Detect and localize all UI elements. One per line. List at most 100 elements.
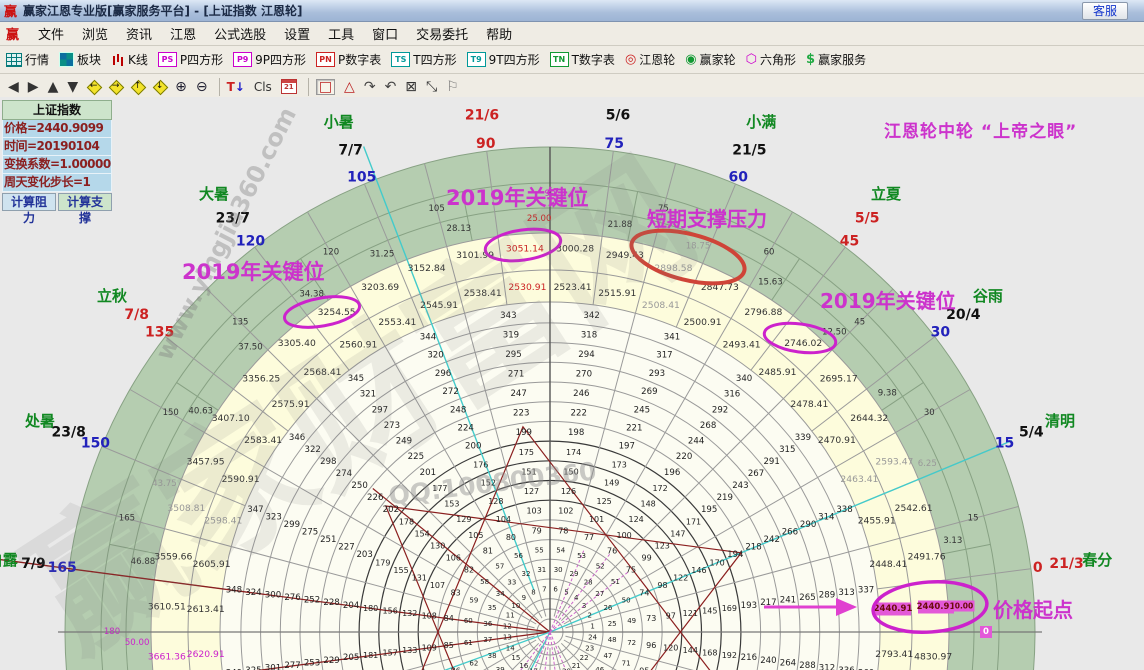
- toolbar-item-P数字表[interactable]: PN P数字表: [316, 51, 381, 68]
- svg-text:99: 99: [642, 553, 652, 562]
- toolbar-item-T四方形[interactable]: TS T四方形: [391, 51, 457, 68]
- toolbar-item-label: 9T四方形: [488, 53, 540, 67]
- toolbar-item-行情[interactable]: 行情: [6, 51, 49, 68]
- svg-text:4830.97: 4830.97: [914, 652, 952, 663]
- menu-item-6[interactable]: 工具: [328, 28, 355, 43]
- svg-text:2440.91: 2440.91: [874, 604, 913, 614]
- svg-text:291: 291: [763, 457, 779, 467]
- svg-text:98: 98: [657, 581, 667, 590]
- menu-item-3[interactable]: 江恩: [170, 28, 197, 43]
- svg-text:152: 152: [481, 479, 496, 488]
- svg-text:150: 150: [163, 408, 179, 418]
- svg-text:272: 272: [442, 387, 458, 397]
- svg-text:146: 146: [691, 566, 706, 575]
- svg-text:24: 24: [588, 634, 597, 642]
- toolbar-item-江恩轮[interactable]: ◎ 江恩轮: [625, 51, 675, 68]
- toolbar-item-9T四方形[interactable]: T9 9T四方形: [466, 51, 540, 68]
- svg-text:8: 8: [531, 588, 535, 596]
- toolbar-item-9P四方形[interactable]: P9 9P四方形: [233, 51, 306, 68]
- next-icon[interactable]: ▶: [27, 78, 39, 95]
- toolbar-item-赢家服务[interactable]: $ 赢家服务: [806, 51, 866, 68]
- menu-item-1[interactable]: 浏览: [82, 28, 109, 43]
- menu-item-8[interactable]: 交易委托: [416, 28, 469, 43]
- diamond-down-icon[interactable]: ↓: [152, 79, 168, 95]
- svg-text:58: 58: [480, 578, 489, 586]
- svg-text:30: 30: [924, 408, 935, 418]
- rotate-cw-icon[interactable]: ↷: [363, 78, 376, 95]
- menu-item-4[interactable]: 公式选股: [214, 28, 267, 43]
- svg-text:清明: 清明: [1045, 412, 1075, 430]
- svg-text:11: 11: [506, 612, 515, 620]
- time-sort-icon[interactable]: T↓: [226, 79, 245, 94]
- triangle-tool-icon[interactable]: △: [344, 78, 355, 95]
- diamond-up-icon[interactable]: ↑: [130, 79, 146, 95]
- toolbar-item-板块[interactable]: 板块: [59, 51, 101, 68]
- toolbar-item-label: T四方形: [413, 53, 457, 67]
- toolbar-item-K线[interactable]: K线: [111, 51, 148, 68]
- svg-text:15: 15: [511, 654, 520, 662]
- menu-item-9[interactable]: 帮助: [486, 28, 513, 43]
- svg-text:2493.41: 2493.41: [723, 340, 761, 351]
- svg-text:2538.41: 2538.41: [464, 288, 502, 299]
- svg-text:95: 95: [639, 667, 649, 670]
- diamond-left-icon[interactable]: ←: [86, 79, 102, 95]
- xbox-icon[interactable]: ⊠: [405, 78, 418, 95]
- svg-text:241: 241: [780, 596, 796, 606]
- svg-text:180: 180: [104, 627, 120, 637]
- svg-text:292: 292: [712, 405, 728, 415]
- down-icon[interactable]: ▼: [67, 78, 79, 95]
- svg-text:2746.02: 2746.02: [784, 338, 822, 349]
- svg-text:149: 149: [604, 479, 619, 488]
- menu-item-5[interactable]: 设置: [284, 28, 311, 43]
- svg-text:165: 165: [48, 560, 77, 576]
- menu-item-7[interactable]: 窗口: [372, 28, 399, 43]
- cls-button[interactable]: Cls: [253, 79, 272, 94]
- rotate-ccw-icon[interactable]: ↶: [384, 78, 397, 95]
- calc-resistance-button[interactable]: 计算阻力: [2, 193, 56, 225]
- svg-text:322: 322: [305, 445, 321, 455]
- svg-text:7: 7: [542, 585, 546, 593]
- up-icon[interactable]: ▲: [47, 78, 59, 95]
- menu-item-2[interactable]: 资讯: [126, 28, 153, 43]
- svg-text:2568.41: 2568.41: [304, 367, 342, 378]
- toolbar-item-六角形[interactable]: ⬡ 六角形: [746, 51, 796, 68]
- svg-text:202: 202: [383, 505, 399, 515]
- app-logo-icon: 赢: [4, 5, 18, 20]
- svg-text:229: 229: [323, 656, 339, 666]
- toolbar-item-T数字表[interactable]: TN T数字表: [549, 51, 615, 68]
- calc-support-button[interactable]: 计算支撑: [58, 193, 112, 225]
- svg-text:2590.91: 2590.91: [222, 474, 260, 485]
- svg-text:156: 156: [383, 606, 398, 615]
- prev-icon[interactable]: ◀: [8, 78, 19, 95]
- toolbar-item-赢家轮[interactable]: ◉ 赢家轮: [685, 51, 735, 68]
- index-panel: 上证指数 价格=2440.9099 时间=20190104 变换系数=1.00000…: [2, 100, 112, 225]
- svg-text:109: 109: [422, 643, 437, 652]
- svg-text:344: 344: [420, 332, 436, 342]
- svg-text:147: 147: [670, 529, 685, 538]
- zoom-in-icon[interactable]: ⊕: [175, 78, 187, 95]
- diamond-right-icon[interactable]: →: [108, 79, 124, 95]
- main-toolbar: 行情 板块 K线 PS P四方形 P9 9P四方形 PN P数字表 TS T四方形 T9 9T四方形 TN…: [0, 46, 1144, 74]
- svg-text:336: 336: [838, 666, 854, 670]
- svg-text:7/8: 7/8: [124, 307, 149, 323]
- svg-text:299: 299: [284, 520, 300, 530]
- svg-text:219: 219: [717, 493, 733, 503]
- svg-text:7/9: 7/9: [21, 556, 46, 572]
- svg-text:0: 0: [1033, 560, 1043, 576]
- flag-icon[interactable]: ⚐: [446, 78, 459, 95]
- svg-text:38: 38: [488, 652, 497, 660]
- svg-text:23/8: 23/8: [51, 425, 85, 441]
- svg-text:223: 223: [513, 409, 529, 419]
- customer-service-button[interactable]: 客服: [1082, 2, 1128, 20]
- svg-text:150: 150: [563, 468, 578, 477]
- svg-text:102: 102: [558, 507, 573, 516]
- toolbar-item-P四方形[interactable]: PS P四方形: [157, 51, 223, 68]
- shrink-icon[interactable]: ⤡: [426, 78, 438, 95]
- svg-text:52: 52: [596, 563, 605, 571]
- rect-tool-icon[interactable]: □: [315, 78, 336, 95]
- menu-item-0[interactable]: 文件: [38, 28, 65, 43]
- calendar-icon[interactable]: 21: [280, 79, 297, 94]
- toolbar-item-label: 赢家服务: [818, 53, 867, 67]
- zoom-out-icon[interactable]: ⊖: [195, 78, 208, 95]
- svg-text:73: 73: [646, 614, 656, 623]
